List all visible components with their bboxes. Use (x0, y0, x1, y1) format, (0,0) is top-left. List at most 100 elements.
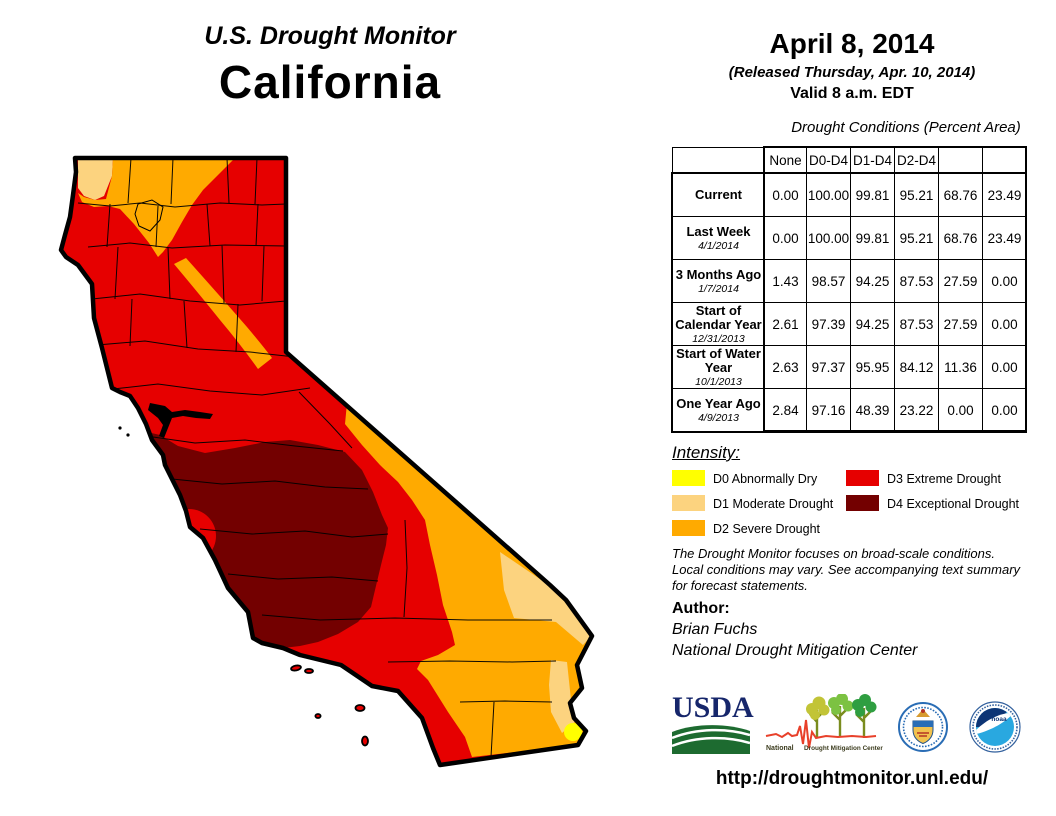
d3-swatch (846, 470, 879, 486)
legend-heading: Intensity: (672, 443, 741, 462)
cell-value: 100.00 (806, 173, 851, 217)
usda-logo-text: USDA (672, 691, 754, 724)
date-block: April 8, 2014 (Released Thursday, Apr. 1… (672, 28, 1032, 103)
source-url: http://droughtmonitor.unl.edu/ (715, 768, 989, 789)
channel-islands (290, 664, 369, 747)
cell-value: 23.49 (982, 216, 1027, 260)
cell-value: 0.00 (764, 173, 807, 217)
map-region-d4-central (143, 431, 388, 648)
legend-item-d2: D2 Severe Drought (672, 520, 842, 537)
cell-value: 27.59 (938, 302, 983, 346)
cell-value: 97.37 (806, 345, 851, 389)
cell-value: 94.25 (850, 302, 895, 346)
table-caption: Drought Conditions (Percent Area) (791, 119, 1021, 136)
col-d3-d4: D3-D4 (938, 147, 983, 174)
map-region-d2-sierra-band (174, 258, 272, 369)
map-region-d1-mojave (500, 552, 591, 645)
noaa-logo-text: noaa (991, 716, 1007, 723)
cell-value: 0.00 (764, 216, 807, 260)
legend-item-d1: D1 Moderate Drought (672, 495, 842, 512)
col-none: None (764, 147, 807, 174)
row-date: 1/7/2014 (698, 282, 739, 295)
disclaimer-text: The Drought Monitor focuses on broad-sca… (672, 546, 1052, 594)
state-title: California (218, 56, 442, 108)
disclaimer-line: Local conditions may vary. See accompany… (672, 562, 1021, 577)
col-d1-d4: D1-D4 (850, 147, 895, 174)
cell-value: 2.84 (764, 388, 807, 432)
ndmc-logo: National Drought Mitigation Center (764, 693, 886, 761)
map-region-d1-colorado-river (549, 660, 577, 733)
release-date: (Released Thursday, Apr. 10, 2014) (728, 64, 976, 81)
map-region-d2-southeast (345, 403, 592, 757)
ekg-line (765, 719, 877, 749)
cell-value: 0.00 (982, 259, 1027, 303)
table-row: Start of Water Year 10/1/2013 2.63 97.37… (672, 345, 1027, 389)
table-row: One Year Ago 4/9/2013 2.84 97.16 48.39 2… (672, 388, 1027, 432)
table-row: 3 Months Ago 1/7/2014 1.43 98.57 94.25 8… (672, 259, 1027, 303)
county-boundaries (77, 158, 557, 758)
d2-swatch (672, 520, 705, 536)
d1-swatch (672, 495, 705, 511)
cell-value: 95.21 (894, 173, 939, 217)
cell-value: 94.25 (850, 259, 895, 303)
row-date: 10/1/2013 (695, 375, 742, 388)
farallon-islands (118, 426, 122, 430)
ndmc-word2: Drought Mitigation Center (804, 745, 883, 752)
cell-value: 87.53 (894, 259, 939, 303)
san-francisco-bay (148, 403, 213, 438)
cell-value: 87.53 (894, 302, 939, 346)
cell-value: 23.22 (894, 388, 939, 432)
disclaimer-line: for forecast statements. (672, 578, 808, 593)
author-org: National Drought Mitigation Center (672, 642, 918, 659)
cell-value: 68.76 (938, 173, 983, 217)
california-drought-map (58, 155, 595, 768)
cell-value: 27.59 (938, 259, 983, 303)
cell-value: 99.81 (850, 173, 895, 217)
row-label: 3 Months Ago (675, 266, 762, 282)
col-d0-d4: D0-D4 (806, 147, 851, 174)
cell-value: 23.49 (982, 173, 1027, 217)
table-header-row: None D0-D4 D1-D4 D2-D4 D3-D4 D4 (672, 147, 1027, 174)
map-region-d1-northwest (78, 158, 113, 200)
legend-item-d4: D4 Exceptional Drought (846, 495, 1026, 512)
cell-value: 2.63 (764, 345, 807, 389)
d0-swatch (672, 470, 705, 486)
report-title: U.S. Drought Monitor (204, 22, 456, 50)
farallon-islands (126, 433, 130, 437)
table-row: Last Week 4/1/2014 0.00 100.00 99.81 95.… (672, 216, 1027, 260)
map-county-blob (134, 199, 164, 232)
cell-value: 98.57 (806, 259, 851, 303)
noaa-logo: noaa (966, 697, 1024, 762)
row-label: Last Week (686, 223, 751, 239)
usda-field-icon (671, 725, 751, 754)
col-d4: D4 (982, 147, 1027, 174)
cell-value: 1.43 (764, 259, 807, 303)
cell-value: 0.00 (982, 388, 1027, 432)
table-corner-cell (672, 147, 765, 174)
table-row: Start of Calendar Year 12/31/2013 2.61 9… (672, 302, 1027, 346)
commerce-seal-logo (897, 697, 949, 762)
cell-value: 11.36 (938, 345, 983, 389)
col-d2-d4: D2-D4 (894, 147, 939, 174)
table-row: Current 0.00 100.00 99.81 95.21 68.76 23… (672, 173, 1027, 217)
row-label: One Year Ago (676, 395, 761, 411)
row-date: 12/31/2013 (692, 332, 745, 345)
legend-label: D1 Moderate Drought (713, 497, 834, 511)
title-block: U.S. Drought Monitor California (120, 22, 540, 109)
author-name: Brian Fuchs (672, 621, 758, 638)
legend-label: D3 Extreme Drought (887, 472, 1001, 486)
legend-label: D4 Exceptional Drought (887, 497, 1020, 511)
row-label: Current (695, 187, 742, 202)
map-region-d0-spot (564, 723, 582, 741)
cell-value: 2.61 (764, 302, 807, 346)
usda-logo: USDA (671, 691, 754, 759)
cell-value: 0.00 (938, 388, 983, 432)
cell-value: 48.39 (850, 388, 895, 432)
commerce-seal-icon (898, 702, 948, 752)
valid-time: Valid 8 a.m. EDT (790, 85, 914, 102)
cell-value: 95.21 (894, 216, 939, 260)
legend-item-d3: D3 Extreme Drought (846, 470, 1026, 487)
legend-item-d0: D0 Abnormally Dry (672, 470, 842, 487)
cell-value: 68.76 (938, 216, 983, 260)
